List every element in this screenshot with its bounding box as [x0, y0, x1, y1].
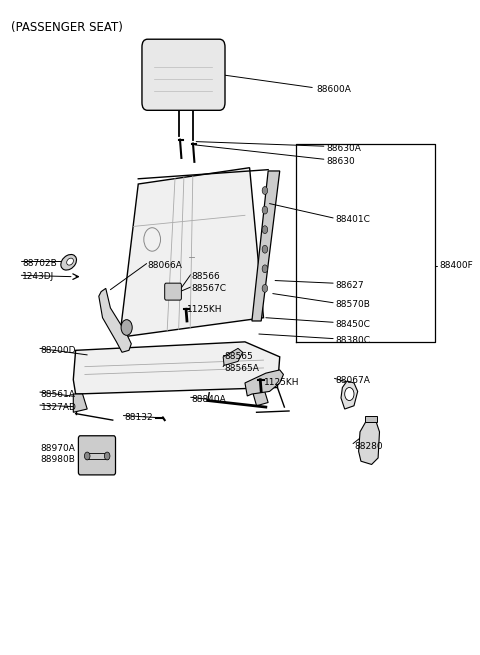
Polygon shape	[252, 388, 268, 405]
Text: 88132: 88132	[124, 413, 153, 422]
Text: 88980B: 88980B	[41, 455, 76, 464]
Circle shape	[262, 284, 268, 292]
Circle shape	[262, 187, 268, 195]
Text: 88380C: 88380C	[336, 336, 371, 345]
Text: 88450C: 88450C	[336, 320, 370, 329]
Circle shape	[104, 452, 110, 460]
Text: 1125KH: 1125KH	[187, 305, 222, 314]
Text: 88970A: 88970A	[41, 443, 76, 453]
Text: (PASSENGER SEAT): (PASSENGER SEAT)	[11, 21, 122, 34]
Text: 88570B: 88570B	[336, 300, 370, 309]
Text: 88565: 88565	[224, 352, 253, 362]
Ellipse shape	[67, 258, 73, 265]
Polygon shape	[120, 168, 264, 337]
Text: 1243DJ: 1243DJ	[22, 272, 55, 281]
Text: 1327AD: 1327AD	[41, 403, 77, 411]
Text: 88567C: 88567C	[192, 284, 227, 293]
Polygon shape	[245, 370, 284, 396]
Circle shape	[345, 388, 354, 401]
Text: 88627: 88627	[336, 280, 364, 290]
Text: 88702B: 88702B	[22, 259, 57, 268]
Text: 88600A: 88600A	[317, 85, 352, 94]
Text: 88200D: 88200D	[41, 346, 76, 355]
Text: 88280: 88280	[354, 441, 383, 451]
Polygon shape	[341, 381, 358, 409]
Circle shape	[84, 452, 90, 460]
Ellipse shape	[61, 255, 76, 270]
Circle shape	[262, 246, 268, 253]
Circle shape	[121, 320, 132, 335]
Text: 1125KH: 1125KH	[264, 379, 299, 388]
FancyBboxPatch shape	[165, 283, 181, 300]
Text: 88630: 88630	[326, 157, 355, 166]
Polygon shape	[359, 420, 380, 464]
Text: 88566: 88566	[192, 272, 220, 281]
Polygon shape	[223, 348, 242, 365]
Text: 88840A: 88840A	[192, 395, 227, 403]
Polygon shape	[99, 288, 132, 352]
Text: 88561A: 88561A	[41, 390, 76, 398]
FancyBboxPatch shape	[142, 39, 225, 110]
Circle shape	[262, 206, 268, 214]
Text: 88400F: 88400F	[440, 261, 474, 270]
FancyBboxPatch shape	[78, 436, 116, 475]
Circle shape	[262, 265, 268, 272]
Polygon shape	[73, 342, 280, 394]
Text: 88630A: 88630A	[326, 143, 361, 153]
Polygon shape	[252, 171, 280, 321]
Polygon shape	[73, 394, 87, 412]
Text: 88067A: 88067A	[336, 377, 370, 386]
Polygon shape	[365, 415, 377, 422]
Text: 88401C: 88401C	[336, 215, 370, 225]
Circle shape	[262, 226, 268, 234]
Text: 88066A: 88066A	[147, 261, 182, 270]
Text: 88565A: 88565A	[224, 364, 259, 373]
